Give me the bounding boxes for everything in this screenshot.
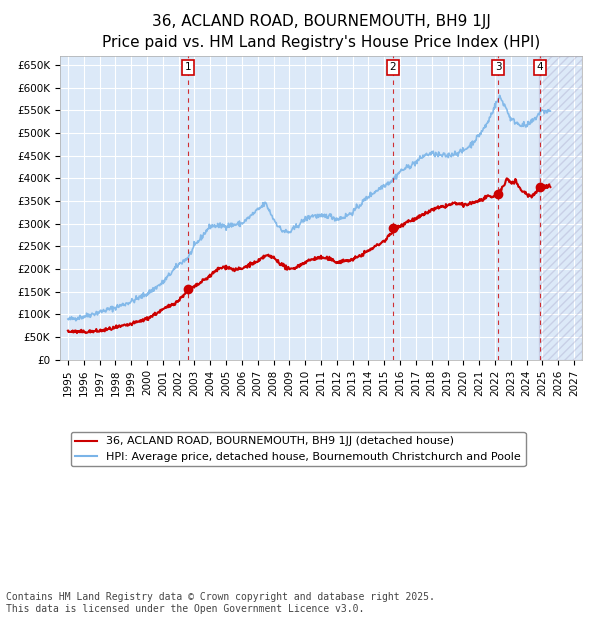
- Text: 4: 4: [536, 62, 543, 72]
- Text: Contains HM Land Registry data © Crown copyright and database right 2025.
This d: Contains HM Land Registry data © Crown c…: [6, 592, 435, 614]
- Text: 2: 2: [389, 62, 396, 72]
- Bar: [539, 56, 582, 360]
- Bar: [539, 56, 582, 360]
- Text: 3: 3: [495, 62, 502, 72]
- Title: 36, ACLAND ROAD, BOURNEMOUTH, BH9 1JJ
Price paid vs. HM Land Registry's House Pr: 36, ACLAND ROAD, BOURNEMOUTH, BH9 1JJ Pr…: [102, 14, 540, 50]
- Legend: 36, ACLAND ROAD, BOURNEMOUTH, BH9 1JJ (detached house), HPI: Average price, deta: 36, ACLAND ROAD, BOURNEMOUTH, BH9 1JJ (d…: [71, 432, 526, 466]
- Text: 1: 1: [185, 62, 191, 72]
